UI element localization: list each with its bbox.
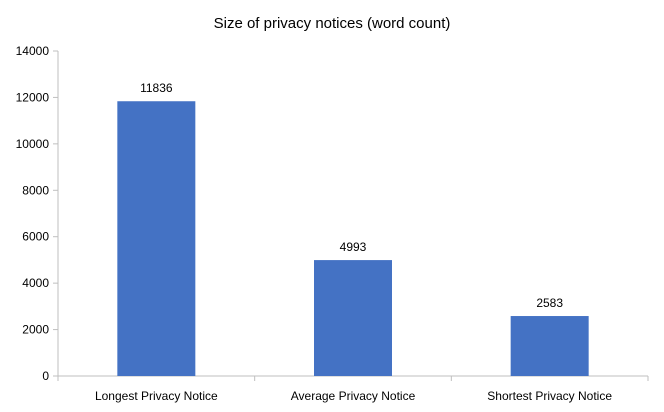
y-tick-label: 2000 xyxy=(22,323,49,337)
data-labels: 11836 4993 2583 xyxy=(140,81,563,310)
x-category-label: Shortest Privacy Notice xyxy=(487,389,612,403)
bars xyxy=(117,101,589,376)
y-axis: 0 2000 4000 6000 8000 10000 12000 14000 xyxy=(16,44,59,383)
bar-data-label: 11836 xyxy=(140,81,173,95)
bar xyxy=(314,260,392,376)
bar xyxy=(117,101,196,376)
chart-title: Size of privacy notices (word count) xyxy=(214,15,451,32)
x-category-label: Longest Privacy Notice xyxy=(95,389,218,403)
bar-data-label: 4993 xyxy=(340,240,367,254)
x-axis: Longest Privacy Notice Average Privacy No… xyxy=(57,375,649,403)
x-category-label: Average Privacy Notice xyxy=(291,389,416,403)
bar-data-label: 2583 xyxy=(536,296,563,310)
bar xyxy=(510,316,589,376)
y-tick-label: 0 xyxy=(42,369,49,383)
y-tick-label: 14000 xyxy=(16,44,50,58)
y-tick-label: 4000 xyxy=(22,276,49,290)
y-tick-label: 12000 xyxy=(16,90,50,104)
y-tick-label: 10000 xyxy=(16,137,50,151)
y-tick-label: 6000 xyxy=(22,230,49,244)
y-tick-label: 8000 xyxy=(22,183,49,197)
